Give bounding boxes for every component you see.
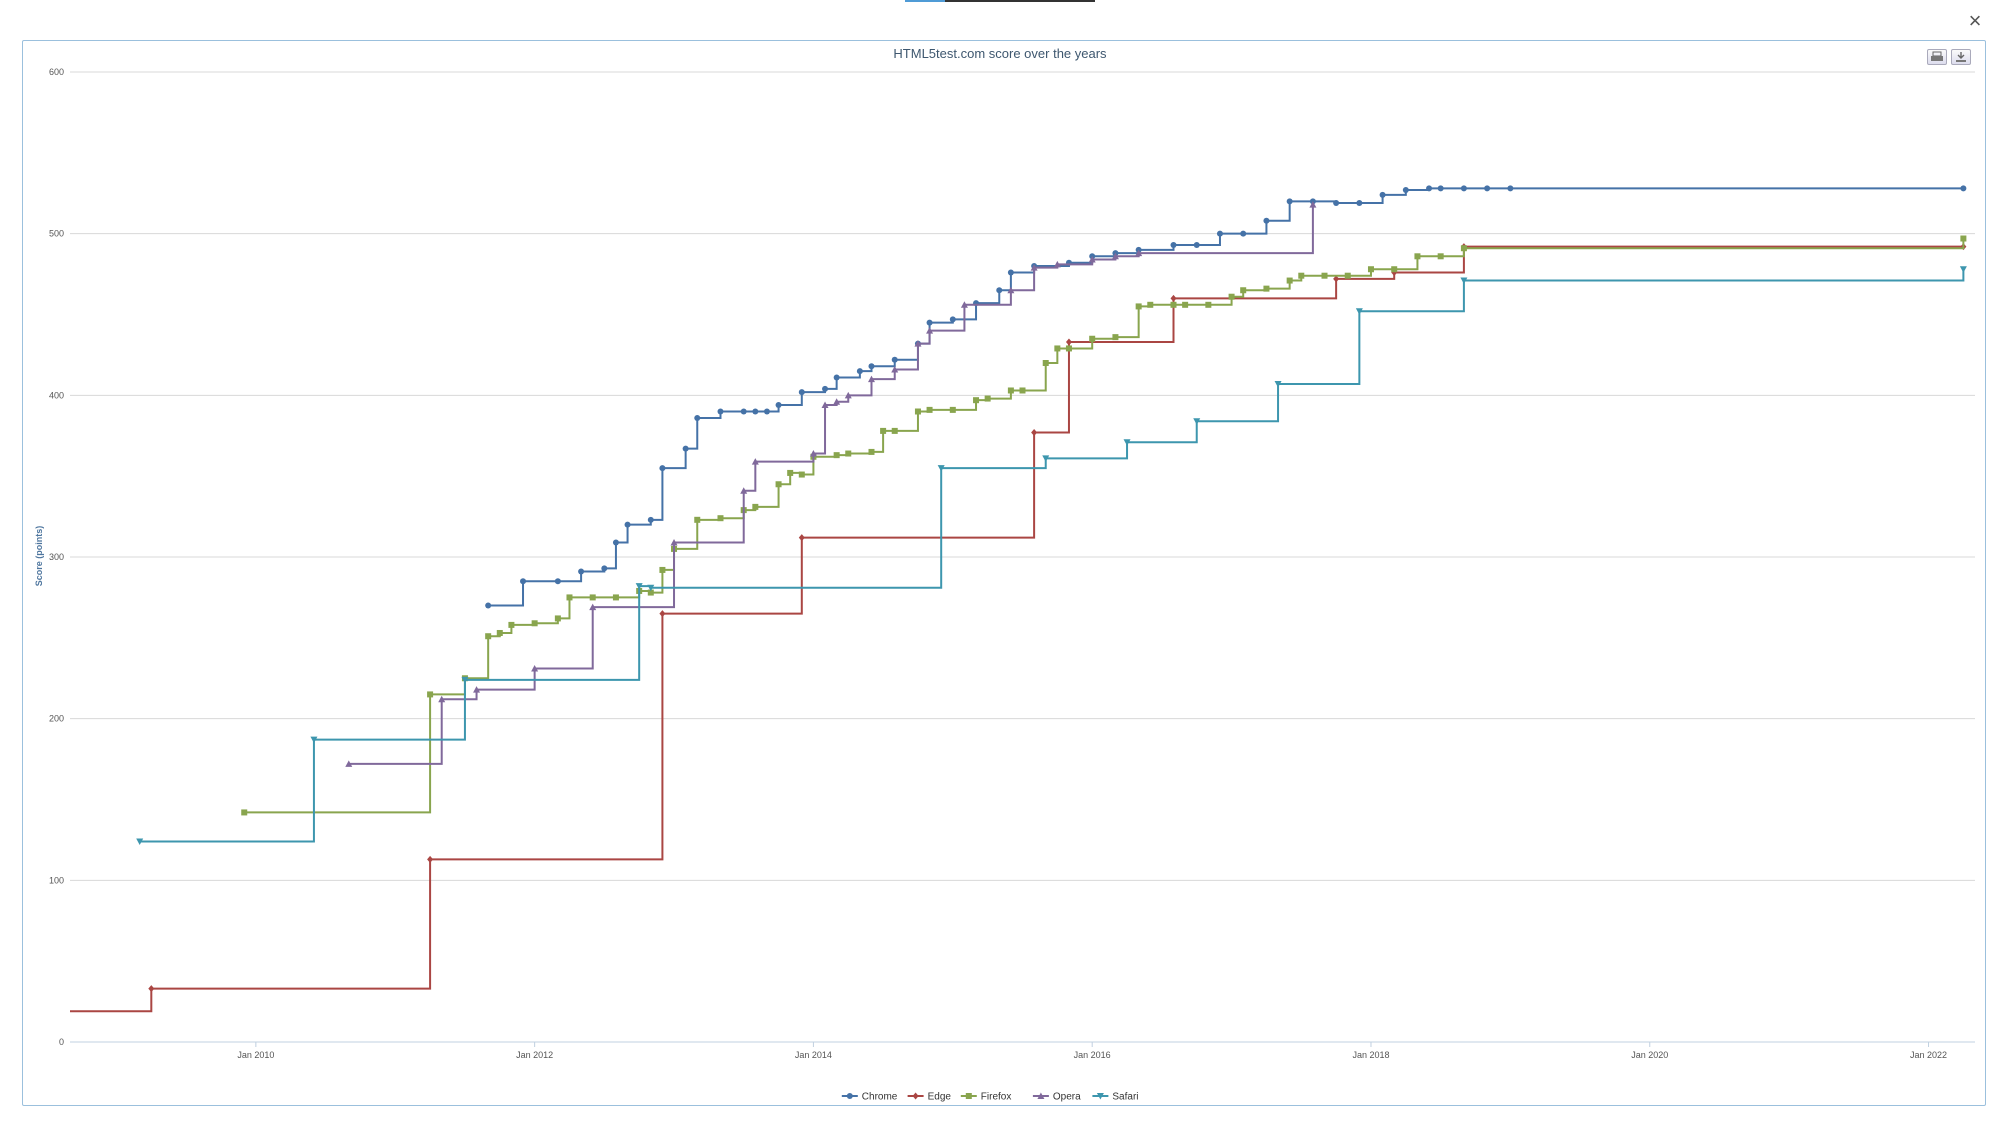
print-icon xyxy=(1931,51,1943,61)
top-tab-indicator xyxy=(905,0,1095,2)
print-button[interactable] xyxy=(1927,49,1947,65)
download-button[interactable] xyxy=(1951,49,1971,65)
download-icon xyxy=(1956,52,1966,62)
chart-container xyxy=(22,40,1986,1106)
close-icon[interactable]: × xyxy=(1968,8,1982,33)
top-tab-indicator-accent xyxy=(905,0,945,2)
